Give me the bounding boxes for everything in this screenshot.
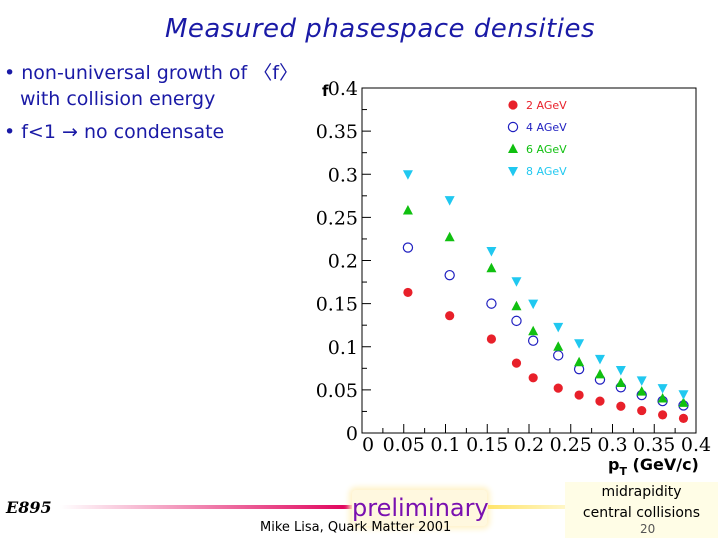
data-point [445, 311, 455, 321]
data-point [486, 298, 497, 309]
data-point [527, 335, 539, 346]
author-credit: Mike Lisa, Quark Matter 2001 [260, 520, 452, 535]
bullet-condensate: • f<1 → no condensate [4, 121, 225, 143]
data-point [486, 247, 497, 257]
plot-frame [361, 87, 697, 434]
data-point [444, 196, 455, 206]
y-tick-label: 0.05 [316, 380, 358, 402]
y-tick-label: 0.35 [316, 121, 358, 143]
data-point [657, 384, 668, 394]
legend-marker [508, 167, 518, 177]
x-axis-label-text: pT (GeV/c) [608, 455, 699, 478]
y-tick-label: 0.4 [328, 78, 358, 100]
data-point [678, 397, 689, 407]
data-points-layer [402, 170, 689, 423]
chart-frame-layer [361, 87, 697, 434]
data-point [615, 377, 626, 387]
legend-marker [507, 121, 519, 133]
legend-label: 4 AGeV [526, 121, 567, 134]
data-point [658, 410, 668, 420]
footer-divider-right [488, 505, 572, 509]
data-point [528, 373, 538, 383]
data-point [636, 376, 647, 386]
selection-note-line2: central collisions [582, 505, 701, 521]
x-axis-label: pT (GeV/c) [608, 455, 699, 478]
y-axis-label: f [322, 82, 329, 100]
chart-legend: 2 AGeV 4 AGeV 6 AGeV 8 AGeV [507, 99, 567, 178]
data-point [553, 322, 564, 333]
x-tick-label: 0.15 [466, 434, 508, 456]
data-point [511, 277, 522, 287]
bullet-growth-line1: • non-universal growth of 〈f〉 [4, 62, 298, 84]
data-point [678, 390, 689, 400]
data-point [511, 358, 522, 368]
data-point [637, 405, 647, 416]
x-tick-label: 0.1 [430, 434, 460, 456]
data-point [595, 396, 605, 406]
x-tick-label: 0.25 [550, 434, 592, 456]
data-point [486, 334, 497, 344]
legend-marker [508, 100, 518, 110]
selection-note-line1: midrapidity [601, 484, 682, 500]
legend-label: 6 AGeV [526, 143, 567, 156]
experiment-label: E895 [6, 498, 52, 517]
data-point [553, 350, 564, 361]
x-tick-label: 0 [362, 434, 374, 456]
data-point [528, 325, 539, 336]
bullet-growth: • non-universal growth of 〈f〉 with colli… [4, 60, 298, 112]
data-point [403, 287, 413, 298]
legend-label: 8 AGeV [526, 165, 567, 178]
bullet-growth-line2: with collision energy [20, 88, 216, 110]
data-point [511, 300, 522, 311]
axis-ticks-layer: 00.050.10.150.20.250.30.350.40 0.05 0.1 0.1… [316, 78, 711, 456]
y-tick-label: 0.1 [328, 337, 358, 359]
data-point [657, 393, 668, 403]
data-point [528, 299, 539, 310]
data-point [636, 386, 647, 396]
slide-title: Measured phasespace densities [164, 14, 596, 44]
data-point [574, 356, 585, 367]
data-point [574, 339, 585, 349]
y-tick-label: 0.3 [328, 164, 358, 186]
x-tick-label: 0.3 [597, 434, 627, 456]
data-point [553, 341, 564, 351]
data-point [594, 368, 605, 379]
x-tick-label: 0.2 [514, 434, 544, 456]
x-tick-label: 0.4 [681, 434, 711, 456]
data-point [616, 401, 626, 411]
legend-label: 2 AGeV [526, 99, 567, 112]
y-tick-label: 0.2 [328, 251, 358, 273]
x-tick-label: 0.35 [633, 434, 675, 456]
preliminary-text: preliminary [352, 494, 489, 522]
page-number: 20 [640, 522, 656, 536]
data-point [402, 170, 413, 180]
data-point [444, 231, 455, 242]
data-point [594, 354, 605, 365]
data-point [402, 204, 413, 215]
y-tick-label: 0 [346, 423, 358, 445]
phasespace-density-chart: 00.050.10.150.20.250.30.350.40 0.05 0.1 0.1… [316, 78, 711, 478]
data-point [615, 366, 626, 376]
data-point [486, 262, 497, 273]
data-point [553, 383, 563, 393]
data-point [678, 413, 689, 423]
preliminary-badge: preliminary [352, 490, 489, 526]
selection-note: midrapidity central collisions [565, 482, 718, 538]
data-point [511, 315, 522, 327]
data-point [402, 242, 414, 253]
y-tick-label: 0.15 [316, 294, 358, 316]
x-tick-label: 0.05 [383, 434, 425, 456]
data-point [574, 390, 584, 400]
legend-marker [508, 143, 518, 153]
data-point [444, 269, 455, 281]
footer-divider-left [60, 505, 352, 509]
y-tick-label: 0.25 [316, 207, 358, 229]
